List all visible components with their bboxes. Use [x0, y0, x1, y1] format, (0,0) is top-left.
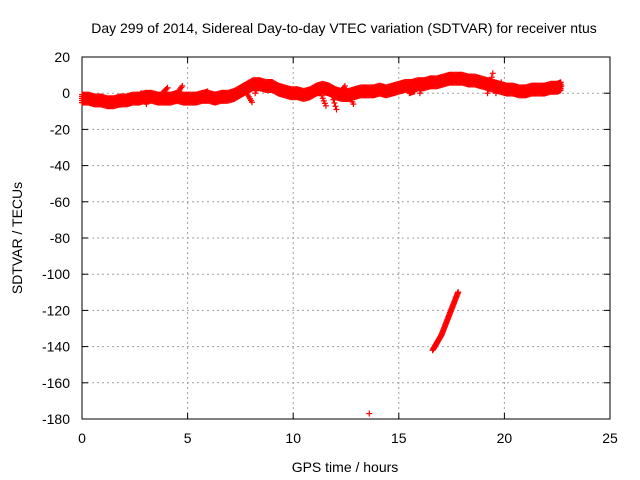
y-tick-label: -120 [42, 302, 70, 318]
y-tick-label: -180 [42, 411, 70, 427]
y-tick-label: 20 [54, 49, 70, 65]
upper-spikes-point [332, 103, 339, 110]
y-axis-label: SDTVAR / TECUs [9, 182, 25, 294]
x-tick-label: 10 [285, 430, 301, 446]
x-tick-label: 5 [184, 430, 192, 446]
data-layer [79, 70, 565, 417]
y-tick-label: -40 [50, 158, 70, 174]
upper-spikes-point [331, 99, 338, 106]
chart-title: Day 299 of 2014, Sidereal Day-to-day VTE… [91, 20, 597, 36]
y-tick-label: -80 [50, 230, 70, 246]
y-tick-label: -160 [42, 375, 70, 391]
y-tick-label: -140 [42, 339, 70, 355]
x-tick-label: 20 [497, 430, 513, 446]
x-tick-label: 15 [391, 430, 407, 446]
plot-frame [81, 56, 611, 420]
y-tick-label: 0 [62, 85, 70, 101]
upper-spikes-point [489, 70, 496, 77]
y-tick-label: -100 [42, 266, 70, 282]
y-tick-label: -60 [50, 194, 70, 210]
axis-ticks: 0 5 10 15 20 25 20 0 -20 -40 -60 -80 -100 -120 -140 -16… [42, 49, 618, 446]
upper-spikes-point [333, 106, 340, 113]
x-tick-label: 0 [78, 430, 86, 446]
outlier-point [366, 410, 373, 417]
y-tick-label: -20 [50, 121, 70, 137]
x-axis-label: GPS time / hours [292, 459, 399, 475]
grid [82, 57, 610, 419]
x-tick-label: 25 [602, 430, 618, 446]
